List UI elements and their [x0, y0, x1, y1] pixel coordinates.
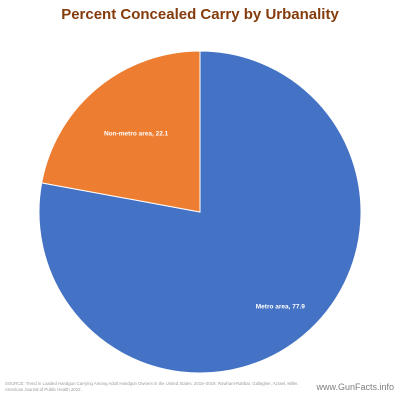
watermark: www.GunFacts.info	[316, 382, 394, 392]
pie-slice-non-metro-area	[41, 50, 201, 213]
slice-label-non-metro-area: Non-metro area, 22.1	[104, 130, 169, 137]
source-note: SOURCE: Trend in Loaded Handgun Carrying…	[5, 381, 299, 392]
slice-label-metro-area: Metro area, 77.9	[256, 304, 306, 311]
chart-title: Percent Concealed Carry by Urbanality	[61, 6, 339, 23]
